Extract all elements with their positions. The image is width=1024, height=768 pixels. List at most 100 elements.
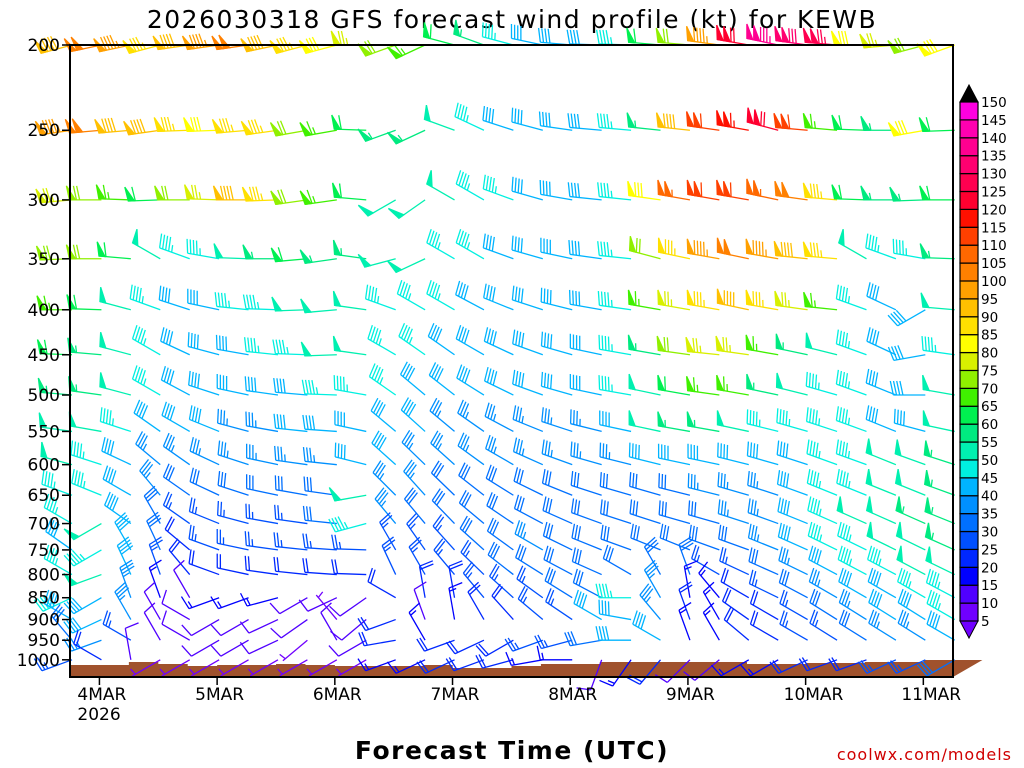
colorbar-label: 45 <box>981 471 998 487</box>
wind-barb <box>920 292 955 311</box>
barb-full <box>599 499 603 514</box>
wind-barb <box>486 492 514 525</box>
barb-full <box>921 335 924 351</box>
barb-staff <box>541 453 573 466</box>
barb-full <box>576 443 579 458</box>
barb-staff <box>217 567 249 576</box>
barb-full <box>193 333 196 349</box>
wind-barb <box>428 362 455 396</box>
wind-barb <box>924 522 956 551</box>
barb-half <box>313 455 316 463</box>
barb-half <box>218 668 225 675</box>
barb-full <box>402 363 411 377</box>
barb-full <box>809 470 814 485</box>
barb-half <box>901 506 905 514</box>
barb-full <box>159 34 166 49</box>
credit-link[interactable]: coolwx.com/models <box>837 745 1012 764</box>
wind-barb <box>769 659 808 674</box>
wind-barb <box>368 363 397 396</box>
barb-full <box>76 442 80 457</box>
wind-barb <box>216 408 249 433</box>
colorbar-label: 90 <box>981 310 998 326</box>
barb-staff <box>339 597 367 617</box>
barb-full <box>629 499 633 514</box>
barb-full <box>302 447 306 462</box>
barb-full <box>357 618 367 631</box>
barb-full <box>141 461 152 474</box>
barb-full <box>688 524 692 540</box>
barb-full <box>189 467 194 482</box>
barb-full <box>52 606 63 619</box>
barb-full <box>874 331 880 346</box>
wind-barb <box>643 536 662 575</box>
wind-barb <box>467 581 485 620</box>
barb-staff <box>161 659 191 677</box>
barb-staff <box>865 418 897 433</box>
wind-barb <box>96 241 131 260</box>
barb-full <box>868 406 873 421</box>
barb-full <box>279 120 287 135</box>
wind-barb <box>897 588 926 621</box>
barb-staff <box>867 558 897 576</box>
barb-staff <box>41 659 73 672</box>
barb-staff <box>426 293 455 311</box>
barb-full <box>46 36 55 51</box>
wind-barb <box>448 560 464 598</box>
barb-full <box>129 284 133 299</box>
barb-staff <box>750 623 779 641</box>
barb-staff <box>658 514 691 525</box>
barb-full <box>445 658 455 672</box>
barb-half <box>75 384 78 392</box>
wind-barb <box>244 376 279 396</box>
barb-full <box>570 182 574 197</box>
barb-full <box>626 677 641 685</box>
wind-barb <box>246 443 279 466</box>
barb-staff <box>400 409 426 432</box>
barb-full <box>193 116 198 132</box>
barb-full <box>838 330 843 346</box>
barb-full <box>544 440 548 455</box>
wind-barb <box>922 374 955 396</box>
wind-barb <box>426 279 455 311</box>
wind-barb <box>243 337 279 356</box>
barb-full <box>519 469 524 485</box>
wind-barb <box>43 544 73 576</box>
barb-half <box>847 341 851 349</box>
barb-full <box>545 497 550 512</box>
barb-full <box>306 506 309 521</box>
barb-full <box>189 239 192 254</box>
barb-flag <box>923 440 931 458</box>
barb-full <box>629 472 632 487</box>
wind-barb <box>802 241 838 260</box>
barb-full <box>539 179 542 195</box>
barb-staff <box>570 423 602 433</box>
barb-full <box>542 111 545 127</box>
wind-barb <box>629 472 661 496</box>
barb-full <box>434 284 441 299</box>
barb-full <box>218 118 225 133</box>
wind-barb <box>188 549 220 576</box>
barb-full <box>279 378 283 393</box>
barb-full <box>632 610 638 625</box>
barb-staff <box>101 450 132 466</box>
barb-half <box>684 566 692 570</box>
wind-barbs <box>33 19 956 691</box>
colorbar-label: 145 <box>981 113 1007 129</box>
wind-barb <box>778 546 808 576</box>
barb-full <box>606 114 610 129</box>
barb-full <box>570 471 574 486</box>
barb-staff <box>512 383 544 396</box>
barb-full <box>143 581 156 593</box>
barb-full <box>547 409 550 424</box>
wind-barb <box>596 113 632 131</box>
barb-flag <box>357 43 373 57</box>
barb-half <box>367 132 373 140</box>
barb-full <box>664 291 666 306</box>
barb-full <box>478 643 489 656</box>
wind-barb <box>540 287 573 311</box>
barb-staff <box>629 485 661 496</box>
barb-full <box>664 502 667 517</box>
barb-staff <box>516 578 544 599</box>
barb-flag <box>36 295 48 311</box>
wind-barb <box>511 285 544 311</box>
